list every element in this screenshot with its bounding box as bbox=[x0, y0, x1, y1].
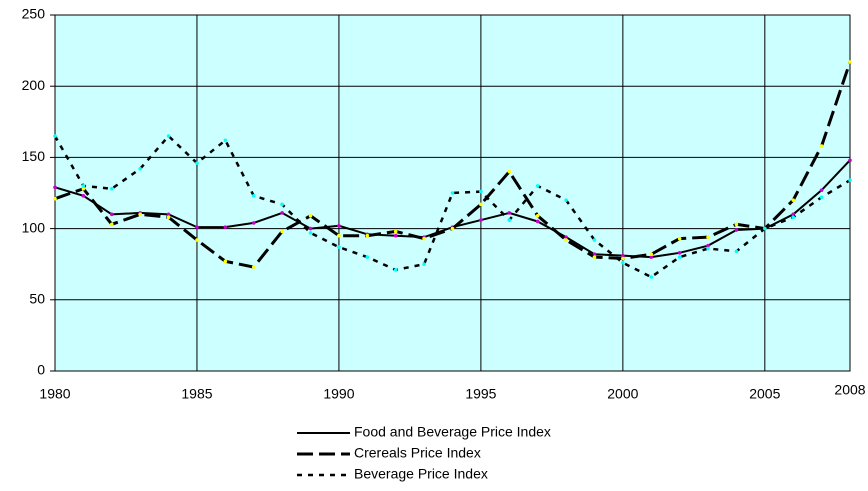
data-point bbox=[507, 169, 512, 174]
data-point bbox=[677, 236, 682, 241]
data-point bbox=[848, 158, 852, 163]
data-point bbox=[251, 265, 256, 269]
data-point bbox=[223, 225, 228, 229]
data-point bbox=[677, 251, 682, 255]
y-tick-label: 0 bbox=[37, 362, 45, 378]
data-point bbox=[365, 255, 370, 259]
data-point bbox=[621, 256, 625, 261]
data-point bbox=[734, 222, 739, 227]
x-tick-label: 2008 bbox=[834, 382, 865, 398]
y-tick-label: 100 bbox=[22, 219, 46, 235]
data-point bbox=[621, 253, 625, 258]
x-tick-label: 1985 bbox=[181, 386, 212, 402]
data-point bbox=[848, 178, 852, 182]
series-line bbox=[53, 134, 851, 279]
data-point bbox=[592, 255, 597, 259]
data-point bbox=[138, 166, 142, 171]
data-point bbox=[195, 238, 199, 242]
x-tick-label: 1995 bbox=[465, 386, 496, 402]
data-point bbox=[450, 191, 455, 195]
data-point bbox=[848, 60, 852, 64]
data-point bbox=[791, 198, 796, 202]
data-point bbox=[649, 275, 654, 279]
data-point bbox=[479, 202, 483, 207]
data-point bbox=[450, 226, 455, 231]
data-point bbox=[53, 196, 57, 201]
data-point bbox=[706, 235, 710, 239]
data-point bbox=[791, 215, 796, 220]
data-point bbox=[308, 226, 313, 231]
data-point bbox=[535, 219, 540, 224]
x-tick-label: 2005 bbox=[749, 386, 780, 402]
data-point bbox=[677, 255, 682, 259]
data-point bbox=[53, 185, 57, 190]
data-point bbox=[251, 194, 256, 198]
data-point bbox=[308, 213, 313, 218]
x-tick-label: 2000 bbox=[607, 386, 638, 402]
data-point bbox=[706, 246, 710, 251]
data-point bbox=[337, 233, 341, 238]
data-point bbox=[507, 211, 512, 215]
data-point bbox=[166, 215, 171, 220]
data-point bbox=[53, 134, 57, 138]
x-tick-label: 1990 bbox=[323, 386, 354, 402]
data-point bbox=[109, 212, 114, 217]
data-point bbox=[109, 186, 114, 191]
legend-label: Beverage Price Index bbox=[354, 466, 488, 482]
data-point bbox=[280, 202, 284, 207]
y-tick-label: 150 bbox=[22, 148, 46, 164]
data-point bbox=[422, 236, 426, 241]
data-point bbox=[109, 222, 114, 227]
data-point bbox=[393, 268, 398, 272]
data-point bbox=[564, 198, 568, 202]
data-point bbox=[308, 231, 313, 235]
data-point bbox=[81, 186, 86, 191]
data-point bbox=[479, 189, 483, 194]
data-point bbox=[166, 134, 171, 138]
data-point bbox=[535, 213, 540, 218]
data-point bbox=[81, 194, 86, 198]
data-point bbox=[734, 228, 739, 232]
data-point bbox=[195, 225, 199, 229]
y-tick-label: 250 bbox=[22, 6, 46, 22]
data-point bbox=[649, 255, 654, 259]
data-point bbox=[251, 221, 256, 225]
data-point bbox=[592, 238, 597, 242]
data-point bbox=[734, 249, 739, 254]
data-point bbox=[564, 238, 568, 242]
data-point bbox=[280, 229, 284, 234]
y-tick-label: 200 bbox=[22, 77, 46, 93]
data-point bbox=[393, 233, 398, 238]
data-point bbox=[649, 252, 654, 257]
data-point bbox=[422, 262, 426, 267]
legend-label: Crereals Price Index bbox=[354, 445, 481, 461]
y-tick-label: 50 bbox=[29, 291, 45, 307]
data-point bbox=[138, 212, 142, 217]
legend-label: Food and Beverage Price Index bbox=[354, 424, 551, 440]
data-point bbox=[535, 184, 540, 188]
data-point bbox=[223, 259, 228, 264]
data-point bbox=[621, 260, 625, 265]
data-point bbox=[223, 138, 228, 143]
data-point bbox=[507, 218, 512, 222]
data-point bbox=[819, 188, 824, 192]
data-point bbox=[564, 235, 568, 239]
data-point bbox=[819, 195, 824, 200]
data-point bbox=[337, 245, 341, 249]
data-point bbox=[706, 243, 710, 248]
data-point bbox=[763, 226, 767, 231]
x-tick-label: 1980 bbox=[39, 386, 70, 402]
data-point bbox=[166, 212, 171, 217]
data-point bbox=[819, 144, 824, 148]
data-point bbox=[81, 184, 86, 188]
data-point bbox=[479, 218, 483, 222]
data-point bbox=[365, 233, 370, 238]
data-point bbox=[195, 161, 199, 165]
data-point bbox=[280, 211, 284, 215]
data-point bbox=[393, 229, 398, 234]
data-point bbox=[337, 223, 341, 228]
